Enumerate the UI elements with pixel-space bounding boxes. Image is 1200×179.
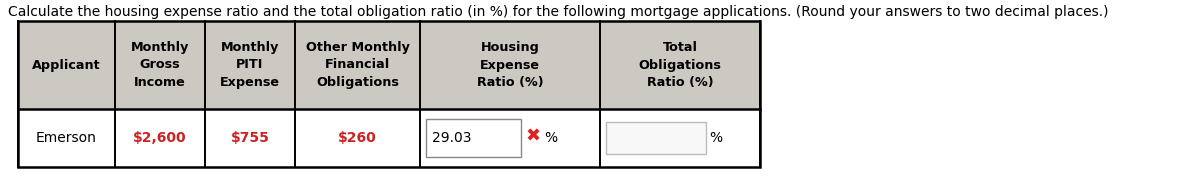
Bar	[606, 122, 706, 154]
Bar	[18, 21, 760, 109]
Text: %: %	[545, 131, 558, 145]
Text: Total
Obligations
Ratio (%): Total Obligations Ratio (%)	[638, 41, 721, 89]
Text: $755: $755	[230, 131, 270, 145]
Text: %: %	[709, 131, 722, 145]
Text: Monthly
PITI
Expense: Monthly PITI Expense	[220, 41, 280, 89]
Bar	[426, 119, 521, 157]
Text: Emerson: Emerson	[36, 131, 97, 145]
Text: Calculate the housing expense ratio and the total obligation ratio (in %) for th: Calculate the housing expense ratio and …	[8, 5, 1109, 19]
Text: 29.03: 29.03	[432, 131, 472, 145]
Bar	[18, 109, 760, 167]
Text: $2,600: $2,600	[133, 131, 187, 145]
Text: Other Monthly
Financial
Obligations: Other Monthly Financial Obligations	[306, 41, 409, 89]
Text: ✖: ✖	[526, 128, 540, 146]
Text: Housing
Expense
Ratio (%): Housing Expense Ratio (%)	[476, 41, 544, 89]
Bar	[18, 21, 760, 167]
Text: Monthly
Gross
Income: Monthly Gross Income	[131, 41, 190, 89]
Text: $260: $260	[338, 131, 377, 145]
Text: Applicant: Applicant	[32, 59, 101, 71]
